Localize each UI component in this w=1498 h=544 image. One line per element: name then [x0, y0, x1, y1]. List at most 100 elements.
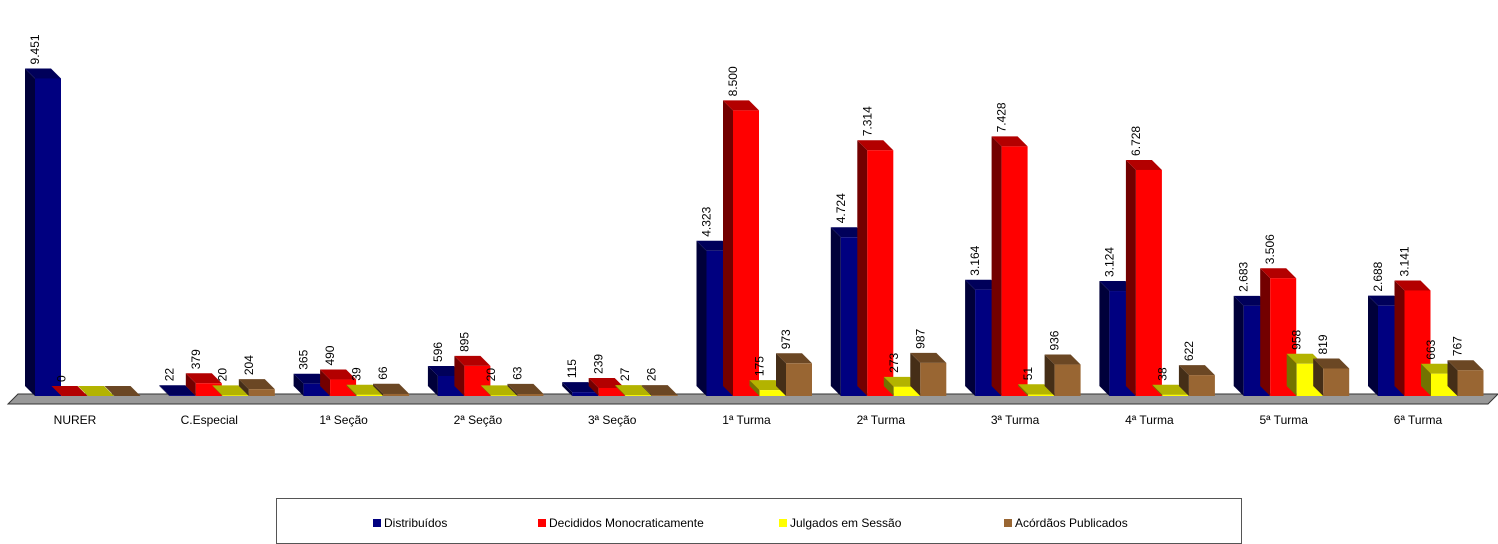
bar-front	[169, 395, 196, 396]
bar-top	[212, 385, 249, 396]
bar-side	[480, 385, 491, 396]
bar-side	[830, 227, 841, 396]
bar-top	[857, 140, 894, 151]
category-label: 2ª Seção	[454, 413, 503, 427]
bar	[238, 379, 275, 396]
bar-side	[507, 383, 518, 396]
bar-top	[320, 369, 357, 380]
data-label: 3.124	[1102, 247, 1116, 277]
data-label: 767	[1451, 336, 1465, 356]
bar-side	[1260, 268, 1271, 396]
bar	[507, 383, 544, 396]
bar-side	[1368, 295, 1378, 396]
data-label: 22	[162, 368, 176, 382]
legend-swatch	[1004, 519, 1012, 527]
bar-top	[1125, 159, 1162, 170]
bar-side	[696, 240, 707, 396]
data-label: 987	[913, 328, 927, 348]
data-label: 239	[592, 354, 606, 374]
data-label: 0	[55, 375, 69, 382]
bar	[776, 353, 812, 396]
data-label: 958	[1290, 329, 1304, 349]
bar-chart-3d: NURER C.Especial 1ª Seção 2ª Seção 3ª Seção 1…	[6, 34, 1498, 427]
bar-top	[78, 386, 114, 396]
data-label: 27	[618, 367, 632, 381]
bar-top	[1313, 358, 1350, 369]
bar-top	[159, 385, 196, 396]
data-label: 115	[565, 359, 579, 378]
bar	[910, 352, 947, 396]
legend-item: Decididos Monocraticamente	[538, 516, 704, 530]
bar-side	[1447, 360, 1458, 396]
category-label: 1ª Turma	[722, 413, 771, 427]
bar	[641, 385, 678, 396]
bar-side	[1394, 280, 1405, 396]
bar	[1125, 159, 1162, 396]
bar-top	[25, 68, 61, 79]
bar-side	[588, 377, 599, 396]
legend-label: Julgados em Sessão	[790, 516, 902, 530]
data-label: 7.428	[995, 102, 1009, 132]
category-label: 2ª Turma	[857, 413, 906, 427]
bar-top	[1178, 365, 1215, 376]
bar-top	[991, 136, 1028, 147]
bar-side	[883, 376, 894, 396]
data-label: 4.724	[834, 193, 848, 223]
bar-side	[25, 68, 35, 396]
data-label: 51	[1021, 367, 1035, 381]
bar-side	[373, 383, 384, 396]
bar	[1152, 384, 1189, 396]
data-label: 39	[350, 367, 364, 381]
bar-front	[1028, 394, 1055, 396]
data-label: 663	[1424, 339, 1438, 359]
bar-front	[759, 390, 786, 396]
bar-side	[723, 100, 733, 397]
data-label: 2.683	[1237, 261, 1251, 291]
bar-side	[749, 380, 760, 396]
data-label: 365	[297, 349, 311, 369]
bar-top	[507, 383, 544, 394]
bar	[1018, 384, 1055, 396]
bar-top	[1447, 360, 1484, 371]
category-label: 5ª Turma	[1259, 413, 1308, 427]
bar-side	[641, 385, 652, 396]
data-label: 379	[189, 349, 203, 369]
bar-top	[910, 352, 947, 363]
bar-side	[320, 369, 331, 396]
bar-front	[1188, 375, 1215, 396]
bar-side	[159, 385, 170, 396]
legend-label: Decididos Monocraticamente	[549, 516, 704, 530]
bar-side	[1421, 363, 1431, 396]
bar-front	[490, 395, 517, 396]
data-label: 273	[887, 352, 901, 372]
bar	[1313, 358, 1350, 396]
bar-side	[293, 373, 304, 396]
data-label: 936	[1048, 330, 1062, 350]
data-label: 895	[457, 332, 471, 352]
bar-top	[104, 386, 141, 396]
bar-front	[867, 150, 894, 396]
data-label: 66	[376, 366, 390, 380]
data-label: 204	[242, 355, 256, 375]
category-label: 3ª Seção	[588, 413, 637, 427]
data-label: 6.728	[1129, 126, 1143, 156]
bar	[212, 385, 249, 396]
bar-side	[238, 379, 249, 396]
bar-front	[35, 78, 61, 396]
bar-front	[1001, 146, 1028, 396]
bar	[320, 369, 357, 396]
bar-top	[185, 373, 222, 384]
bar	[346, 384, 383, 396]
bar-front	[1457, 370, 1484, 396]
data-label: 38	[1155, 367, 1169, 381]
legend-item: Distribuídos	[373, 516, 447, 530]
bar-top	[238, 379, 275, 390]
category-label: 1ª Seção	[319, 413, 368, 427]
bar-side	[1099, 281, 1110, 396]
bar-front	[786, 363, 812, 396]
data-label: 2.688	[1371, 261, 1385, 291]
bar-top	[776, 353, 812, 364]
bar	[25, 68, 61, 396]
legend-swatch	[779, 519, 787, 527]
data-label: 20	[484, 368, 498, 382]
